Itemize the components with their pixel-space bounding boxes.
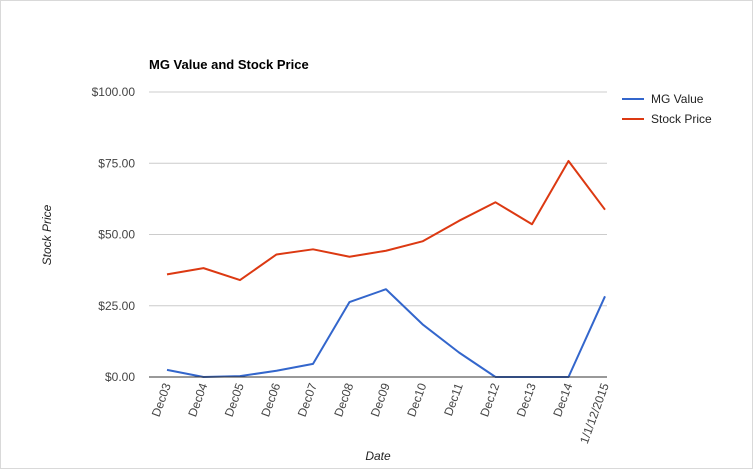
y-tick-label: $0.00 <box>105 370 135 384</box>
y-tick-label: $25.00 <box>98 299 135 313</box>
x-tick-label: Dec07 <box>295 381 320 419</box>
x-tick-label: Dec08 <box>331 381 356 419</box>
series-line-mg-value <box>166 288 606 378</box>
x-tick-label: Dec13 <box>514 381 539 419</box>
x-tick-label: Dec11 <box>441 381 466 418</box>
x-tick-label: Dec03 <box>149 381 174 419</box>
x-tick-label: 1/1/12/2015 <box>577 381 612 446</box>
x-tick-label: Dec14 <box>550 381 575 419</box>
series-lines <box>166 159 606 378</box>
x-tick-label: Dec06 <box>258 381 283 419</box>
y-tick-label: $100.00 <box>92 85 136 99</box>
x-axis-ticks: Dec03 Dec04 Dec05 Dec06 Dec07 Dec08 Dec09 Dec10… <box>149 381 612 446</box>
x-axis-title: Date <box>365 449 391 463</box>
legend-label: MG Value <box>651 92 704 106</box>
series-line-stock-price <box>166 159 606 282</box>
x-tick-label: Dec10 <box>404 381 429 419</box>
chart-title: MG Value and Stock Price <box>149 57 309 72</box>
gridlines <box>149 91 607 307</box>
x-tick-label: Dec05 <box>222 381 247 419</box>
y-axis-ticks: $0.00 $25.00 $50.00 $75.00 $100.00 <box>92 85 136 384</box>
y-tick-label: $75.00 <box>98 156 135 170</box>
legend: MG Value Stock Price <box>622 92 712 126</box>
y-tick-label: $50.00 <box>98 228 135 242</box>
y-axis-title: Stock Price <box>40 204 54 265</box>
legend-label: Stock Price <box>651 112 712 126</box>
x-tick-label: Dec12 <box>477 381 502 419</box>
x-tick-label: Dec09 <box>368 381 393 419</box>
x-tick-label: Dec04 <box>185 381 210 419</box>
